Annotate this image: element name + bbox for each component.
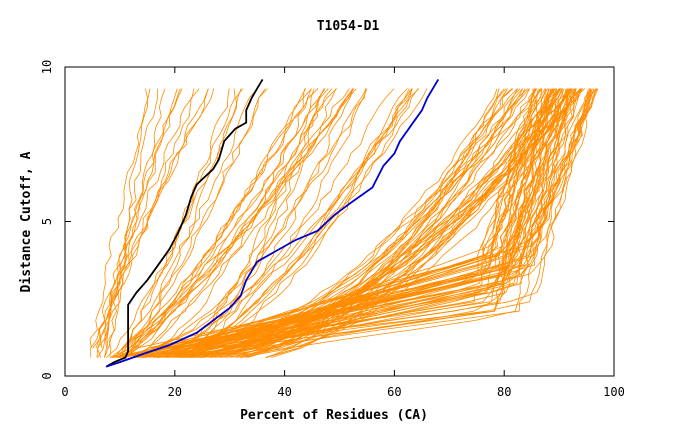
- x-tick-label: 0: [61, 385, 68, 399]
- background-series-line: [185, 88, 582, 358]
- background-series-line: [141, 88, 577, 358]
- x-tick-label: 80: [497, 385, 511, 399]
- background-series-line: [108, 88, 148, 349]
- background-series-line: [190, 88, 420, 358]
- background-series-line: [133, 88, 592, 358]
- background-series-line: [177, 88, 428, 358]
- background-series-line: [197, 88, 498, 358]
- background-series-line: [266, 88, 543, 358]
- highlight-series-black-line: [105, 78, 264, 368]
- background-series-line: [136, 88, 573, 358]
- background-series-line: [132, 88, 266, 349]
- background-series-line: [230, 88, 541, 358]
- background-series-line: [240, 88, 583, 358]
- background-series-line: [285, 88, 564, 349]
- y-tick-label: 0: [40, 372, 54, 379]
- background-series-line: [180, 88, 329, 358]
- background-series-line: [182, 88, 315, 349]
- background-series-line: [179, 88, 535, 358]
- background-series-line: [108, 88, 166, 358]
- background-series-line: [176, 88, 326, 358]
- x-tick-label: 100: [603, 385, 625, 399]
- background-series-line: [154, 88, 312, 349]
- x-axis: 0 20 40 60 80 100: [61, 67, 625, 399]
- background-series-line: [156, 88, 366, 349]
- x-tick-label: 60: [387, 385, 401, 399]
- background-series-line: [105, 88, 243, 358]
- background-series-line: [210, 88, 519, 358]
- background-series-line: [198, 88, 591, 358]
- background-series-line: [95, 88, 195, 349]
- background-series-line: [89, 88, 151, 349]
- background-series-line: [128, 88, 354, 349]
- background-series-line: [97, 88, 209, 358]
- background-series-line: [198, 88, 536, 349]
- chart-title: T1054-D1: [317, 19, 380, 34]
- background-series-line: [173, 88, 408, 358]
- background-series-line: [266, 88, 500, 358]
- background-series-line: [165, 88, 550, 349]
- background-series-line: [137, 88, 307, 349]
- x-tick-label: 40: [277, 385, 291, 399]
- background-series-line: [171, 88, 413, 358]
- background-series-line: [188, 88, 337, 358]
- background-series-line: [199, 88, 583, 358]
- background-series-line: [153, 88, 419, 349]
- background-series-line: [114, 88, 325, 358]
- background-series-line: [154, 88, 367, 349]
- background-series-line: [97, 88, 178, 358]
- y-axis-label: Distance Cutoff, A: [19, 151, 34, 292]
- background-series-line: [187, 88, 368, 358]
- background-series-line: [96, 88, 209, 358]
- x-tick-label: 20: [168, 385, 182, 399]
- background-series-line: [232, 88, 557, 349]
- highlight-series-blue-line: [105, 78, 440, 368]
- background-series-line: [222, 88, 524, 349]
- background-series-line: [178, 88, 518, 358]
- background-series-line: [173, 88, 570, 349]
- background-series-line: [264, 88, 571, 349]
- x-axis-label: Percent of Residues (CA): [240, 408, 428, 423]
- background-series-line: [124, 88, 338, 358]
- background-series-line: [158, 88, 526, 358]
- background-series-line: [219, 88, 562, 358]
- background-series-line: [117, 88, 312, 358]
- background-series-line: [201, 88, 537, 358]
- background-series-line: [156, 88, 568, 358]
- y-tick-label: 5: [40, 218, 54, 225]
- background-series-line: [187, 88, 556, 358]
- background-series-line: [131, 88, 354, 358]
- background-series-line: [189, 88, 577, 349]
- background-series-line: [209, 88, 599, 349]
- background-series-line: [104, 88, 159, 358]
- background-series-line: [184, 88, 595, 358]
- background-series-line: [110, 88, 258, 358]
- background-series-line: [134, 88, 333, 358]
- background-series-line: [111, 88, 357, 358]
- background-series-line: [185, 88, 354, 358]
- background-series-line: [195, 88, 509, 358]
- background-series-line: [124, 88, 350, 358]
- background-series-line: [119, 88, 268, 358]
- background-series-line: [156, 88, 413, 358]
- background-series-group: [89, 88, 599, 358]
- background-series-line: [161, 88, 576, 358]
- highlight-series-group: [105, 78, 440, 368]
- y-axis: 0 5 10: [40, 60, 614, 380]
- background-series-line: [126, 88, 305, 358]
- y-tick-label: 10: [40, 60, 54, 74]
- background-series-line: [126, 88, 319, 349]
